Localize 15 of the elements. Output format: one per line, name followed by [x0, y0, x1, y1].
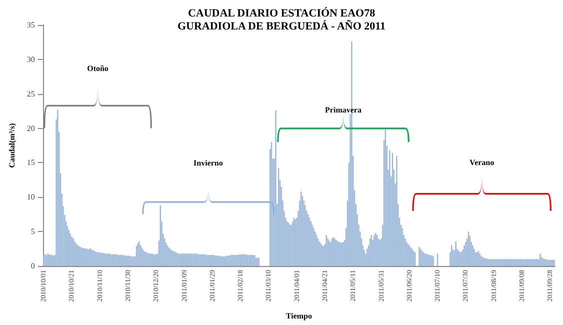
chart-title: CAUDAL DIARIO ESTACIÓN EAO78 GURADIOLA DE BERGUEDÁ - AÑO 2011 [177, 6, 386, 32]
y-tick-label: 35 [26, 20, 35, 30]
y-tick-label: 10 [26, 192, 35, 202]
annotation: Verano [470, 158, 494, 167]
x-axis-title: Tiempo [286, 312, 312, 320]
y-tick-label: 20 [26, 124, 35, 133]
y-tick-label: 25 [26, 89, 35, 98]
y-axis-title: Caudal(m³/s) [8, 122, 16, 168]
annotation: Primavera [325, 105, 362, 114]
annotation: Otoño [87, 64, 108, 74]
y-tick-label: 5 [30, 227, 35, 236]
y-tick-label: 0 [30, 262, 35, 270]
y-tick-label: 30 [26, 54, 35, 64]
annotation: Invierno [194, 158, 223, 168]
y-tick-label: 15 [26, 158, 35, 168]
